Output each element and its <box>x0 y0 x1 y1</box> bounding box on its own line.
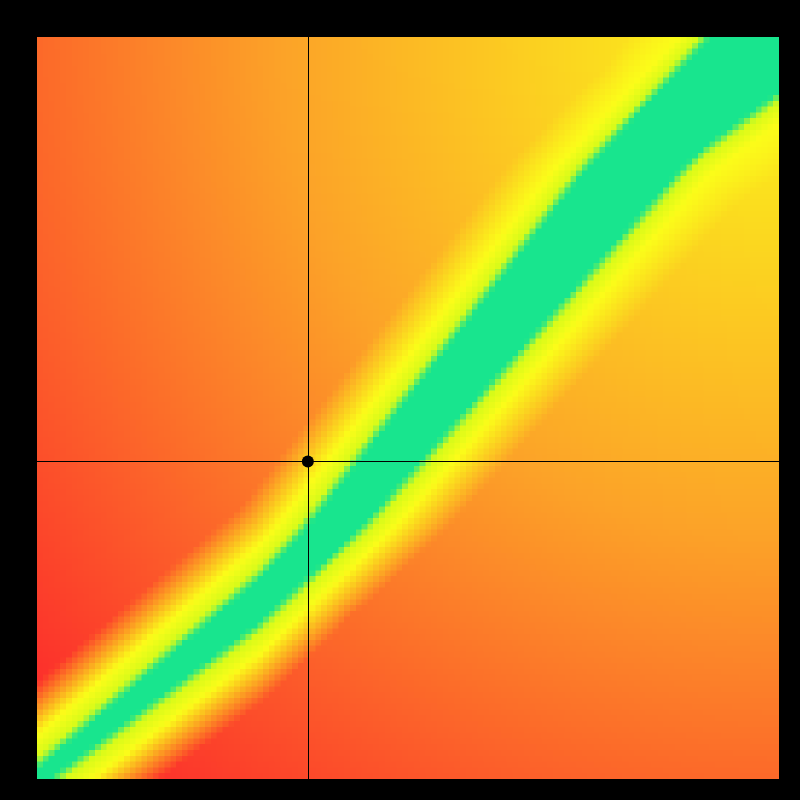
chart-container: { "canvas": { "width": 800, "height": 80… <box>0 0 800 800</box>
crosshair-overlay <box>0 0 800 800</box>
watermark-text: TheBottleneck.com <box>549 4 780 33</box>
